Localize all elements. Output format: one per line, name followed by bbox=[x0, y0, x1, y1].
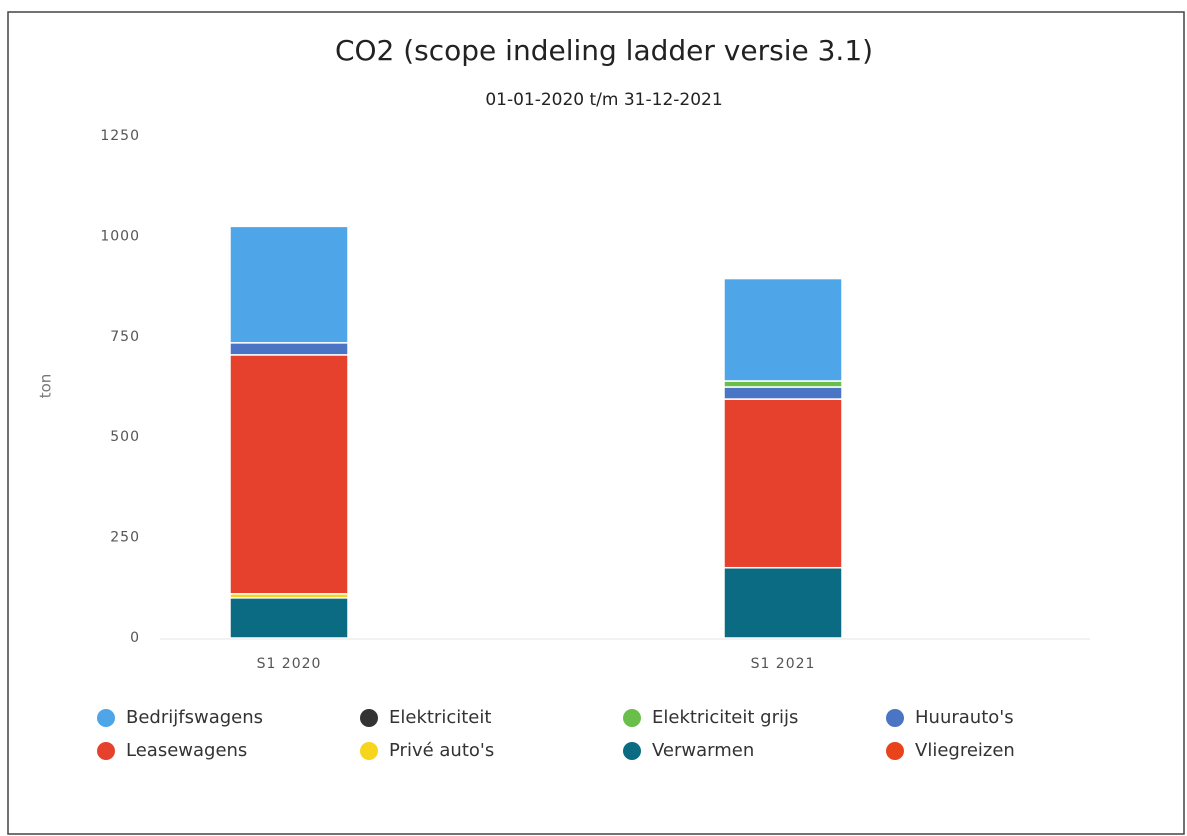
legend-label: Bedrijfswagens bbox=[126, 707, 263, 728]
bar-segment bbox=[723, 386, 843, 400]
legend-marker bbox=[97, 742, 115, 760]
bar-segment bbox=[229, 597, 349, 639]
bar-segment bbox=[723, 277, 843, 382]
frame bbox=[7, 11, 1185, 835]
y-tick-label: 1000 bbox=[100, 228, 140, 244]
bar-segment bbox=[229, 354, 349, 595]
y-axis-label: ton bbox=[37, 374, 55, 399]
legend-marker bbox=[97, 709, 115, 727]
bar-segment bbox=[723, 566, 843, 639]
legend-marker bbox=[886, 742, 904, 760]
legend-marker bbox=[886, 709, 904, 727]
legend-label: Elektriciteit bbox=[389, 707, 491, 728]
y-tick-label: 250 bbox=[110, 530, 140, 546]
legend-marker bbox=[623, 709, 641, 727]
bar-segment bbox=[229, 342, 349, 356]
chart-subtitle: 01-01-2020 t/m 31-12-2021 bbox=[485, 90, 722, 110]
legend-label: Leasewagens bbox=[126, 740, 247, 761]
legend-label: Verwarmen bbox=[652, 740, 754, 761]
y-tick-label: 750 bbox=[110, 329, 140, 345]
chart-title: CO2 (scope indeling ladder versie 3.1) bbox=[335, 34, 873, 67]
x-tick-label: S1 2021 bbox=[751, 656, 816, 672]
bar-segment bbox=[229, 225, 349, 344]
legend-label: Vliegreizen bbox=[915, 740, 1015, 761]
legend-label: Elektriciteit grijs bbox=[652, 707, 798, 728]
y-tick-label: 1250 bbox=[100, 128, 140, 144]
legend-label: Privé auto's bbox=[389, 740, 494, 761]
y-tick-label: 500 bbox=[110, 429, 140, 445]
bar-segment bbox=[723, 380, 843, 388]
legend-label: Huurauto's bbox=[915, 707, 1014, 728]
y-tick-label: 0 bbox=[130, 630, 140, 646]
bar-segment bbox=[723, 398, 843, 569]
legend-marker bbox=[360, 742, 378, 760]
legend-marker bbox=[623, 742, 641, 760]
legend-marker bbox=[360, 709, 378, 727]
x-tick-label: S1 2020 bbox=[257, 656, 322, 672]
